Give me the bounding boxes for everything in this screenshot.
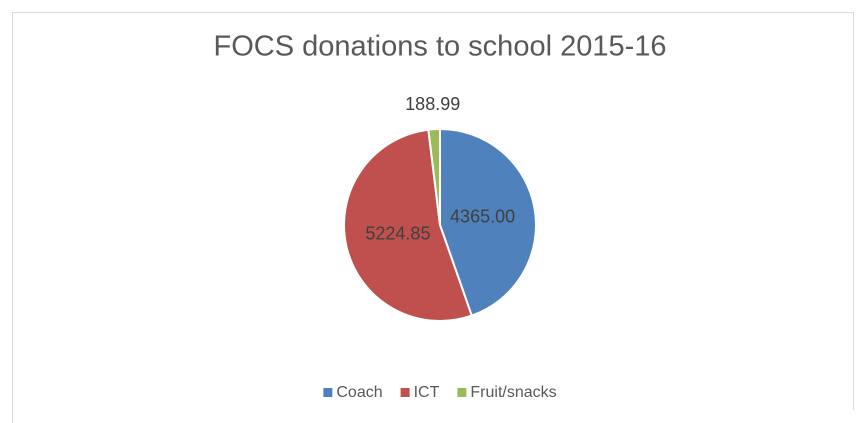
data-label: 188.99	[405, 94, 460, 114]
legend-label: ICT	[414, 384, 440, 401]
pie-slice	[439, 127, 537, 317]
legend-swatch	[323, 388, 333, 397]
chart-title: FOCS donations to school 2015-16	[214, 31, 667, 63]
legend-label: Fruit/snacks	[470, 384, 556, 401]
pie-slice	[343, 128, 474, 322]
pie-slice	[427, 127, 441, 226]
data-label: 5224.85	[365, 224, 430, 244]
legend-label: Coach	[336, 384, 382, 401]
chart-border	[12, 12, 854, 423]
data-label: 4365.00	[450, 207, 515, 227]
legend-swatch	[400, 388, 410, 397]
legend-swatch	[457, 388, 467, 397]
